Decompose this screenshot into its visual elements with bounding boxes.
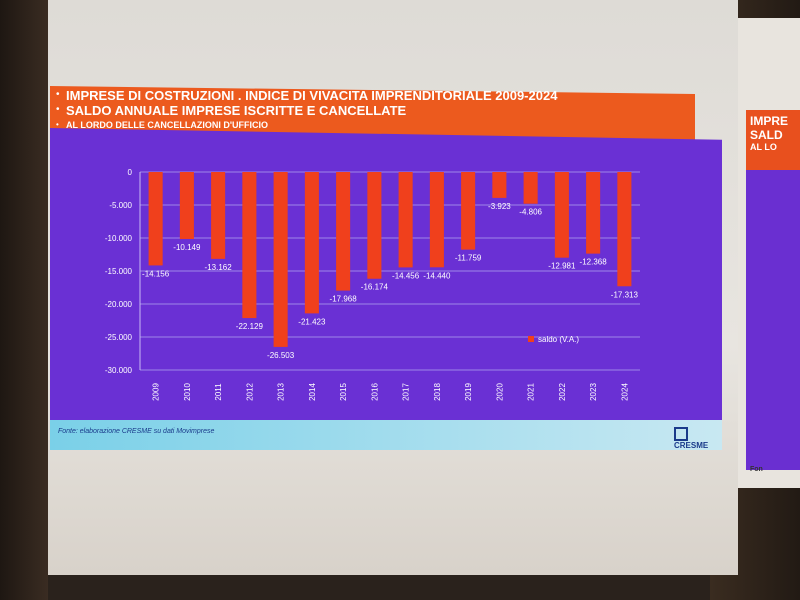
data-label-2015: -17.968 — [330, 295, 358, 304]
data-label-2021: -4.806 — [519, 208, 542, 217]
adjacent-title-band — [746, 110, 800, 170]
cresme-logo: CRESME — [674, 427, 722, 450]
bar-2014 — [304, 172, 319, 314]
x-tick-label: 2013 — [277, 383, 286, 401]
data-label-2013: -26.503 — [267, 351, 295, 360]
bar-2020 — [492, 172, 507, 198]
data-label-2009: -14.156 — [142, 269, 170, 278]
room-wall-left — [0, 0, 48, 600]
y-tick-label: -5.000 — [109, 201, 132, 210]
x-tick-label: 2014 — [308, 383, 317, 401]
y-tick-label: -15.000 — [105, 267, 133, 276]
slide-note: AL LORDO DELLE CANCELLAZIONI D'UFFICIO — [66, 120, 268, 130]
bar-2017 — [398, 172, 413, 268]
x-tick-label: 2015 — [339, 383, 348, 401]
data-label-2024: -17.313 — [611, 290, 639, 299]
adjacent-title-line2: SALD — [750, 128, 783, 142]
x-tick-label: 2024 — [620, 383, 629, 401]
bar-2011 — [211, 172, 226, 259]
bar-2021 — [523, 172, 538, 204]
bar-2018 — [429, 172, 444, 268]
bar-2019 — [461, 172, 476, 250]
data-label-2010: -10.149 — [173, 243, 201, 252]
data-label-2019: -11.759 — [455, 254, 482, 263]
adjacent-title-line3: AL LO — [750, 142, 777, 152]
slide-title: IMPRESE DI COSTRUZIONI . INDICE DI VIVAC… — [66, 88, 558, 103]
data-label-2016: -16.174 — [361, 283, 389, 292]
bar-2022 — [554, 172, 569, 258]
bar-2016 — [367, 172, 382, 279]
bar-2015 — [336, 172, 351, 291]
x-tick-label: 2010 — [183, 383, 192, 401]
y-tick-label: -10.000 — [105, 234, 133, 243]
y-tick-label: -25.000 — [105, 333, 133, 342]
data-label-2022: -12.981 — [548, 262, 576, 271]
bar-2023 — [586, 172, 601, 254]
x-tick-label: 2019 — [464, 383, 473, 401]
footer-band — [50, 420, 722, 450]
y-tick-label: -20.000 — [105, 300, 133, 309]
x-tick-label: 2021 — [527, 383, 536, 401]
bullet-icon: • — [56, 89, 60, 100]
bar-2009 — [148, 172, 163, 266]
adjacent-title-line1: IMPRE — [750, 114, 789, 128]
cresme-logo-icon — [674, 427, 688, 441]
data-label-2011: -13.162 — [205, 263, 233, 272]
y-tick-label: 0 — [128, 168, 133, 177]
data-label-2023: -12.368 — [580, 258, 608, 267]
slide-subtitle: SALDO ANNUALE IMPRESE ISCRITTE E CANCELL… — [66, 103, 407, 118]
x-tick-label: 2009 — [152, 383, 161, 401]
data-label-2017: -14.456 — [392, 271, 420, 280]
data-label-2020: -3.923 — [488, 202, 511, 211]
bar-2010 — [179, 172, 194, 239]
legend-swatch — [528, 336, 534, 342]
x-tick-label: 2022 — [558, 383, 567, 401]
bar-2013 — [273, 172, 288, 347]
legend-label: saldo (V.A.) — [538, 335, 579, 344]
y-tick-label: -30.000 — [105, 366, 133, 375]
bar-2024 — [617, 172, 632, 287]
logo-text: CRESME — [674, 441, 709, 450]
x-tick-label: 2012 — [245, 383, 254, 401]
data-label-2014: -21.423 — [298, 317, 326, 326]
adjacent-footer: Fon — [750, 466, 763, 473]
adjacent-screen: IMPRE SALD AL LO Fon — [738, 18, 800, 488]
x-tick-label: 2016 — [370, 383, 379, 401]
x-tick-label: 2011 — [214, 383, 223, 401]
source-note: Fonte: elaborazione CRESME su dati Movim… — [58, 428, 215, 435]
adjacent-chart-area — [746, 170, 800, 470]
bullet-icon: • — [56, 104, 60, 115]
bar-2012 — [242, 172, 257, 319]
bullet-icon: • — [56, 120, 59, 129]
x-tick-label: 2017 — [402, 383, 411, 401]
data-label-2018: -14.440 — [423, 271, 451, 280]
x-tick-label: 2020 — [495, 383, 504, 401]
x-tick-label: 2018 — [433, 383, 442, 401]
x-tick-label: 2023 — [589, 383, 598, 401]
data-label-2012: -22.129 — [236, 322, 264, 331]
